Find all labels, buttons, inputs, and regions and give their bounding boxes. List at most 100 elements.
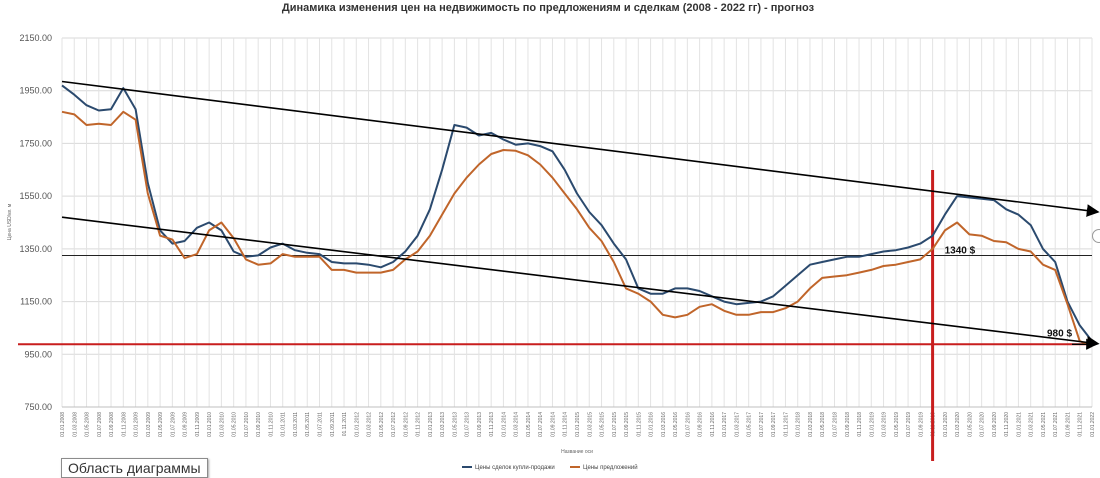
x-tick-label: 01.05.2021 [1041,412,1047,437]
annotation-980: 980 $ [1047,328,1072,339]
x-axis-title: Название оси [561,449,593,455]
x-tick-label: 01.11.2010 [268,412,274,437]
y-tick-label: 2150.00 [19,33,52,43]
trend-lines [61,80,1100,350]
x-tick-label: 01.11.2017 [783,412,789,437]
x-tick-label: 01.11.2011 [342,412,348,437]
x-tick-label: 01.07.2012 [391,412,397,437]
x-tick-label: 01.01.2018 [796,412,802,437]
x-tick-label: 01.09.2008 [109,412,115,437]
x-tick-label: 01.11.2020 [1004,412,1010,437]
x-tick-label: 01.03.2013 [440,412,446,437]
x-tick-label: 01.03.2012 [367,412,373,437]
x-tick-label: 01.05.2014 [526,412,532,437]
x-tick-label: 01.09.2021 [1065,412,1071,437]
x-tick-label: 01.05.2011 [305,412,311,437]
x-tick-label: 01.07.2009 [170,412,176,437]
x-tick-label: 01.03.2010 [219,412,225,437]
x-tick-label: 01.01.2021 [1016,412,1022,437]
x-tick-label: 01.07.2021 [1053,412,1059,437]
x-tick-label: 01.09.2014 [550,412,556,437]
x-tick-label: 01.07.2016 [685,412,691,437]
x-tick-label: 01.11.2013 [489,412,495,437]
x-tick-label: 01.05.2012 [379,412,385,437]
x-tick-label: 01.11.2009 [195,412,201,437]
x-tick-label: 01.01.2019 [869,412,875,437]
series-line-deals [61,84,1093,342]
x-tick-label: 01.11.2015 [636,412,642,437]
x-tick-label: 01.01.2016 [649,412,655,437]
x-tick-label: 01.09.2019 [918,412,924,437]
chart-title: Динамика изменения цен на недвижимость п… [282,2,815,14]
x-tick-label: 01.05.2013 [452,412,458,437]
x-tick-label: 01.01.2014 [501,412,507,437]
x-tick-label: 01.01.2010 [207,412,213,437]
x-tick-label: 01.07.2020 [980,412,986,437]
x-tick-label: 01.07.2019 [906,412,912,437]
x-tick-label: 01.07.2013 [465,412,471,437]
x-tick-label: 01.09.2020 [992,412,998,437]
trend-line-upper-trend [61,80,1100,217]
x-tick-label: 01.07.2010 [244,412,250,437]
x-tick-label: 01.09.2012 [403,412,409,437]
legend-label-offers: Цены предложений [583,464,638,471]
x-tick-label: 01.03.2016 [661,412,667,437]
x-tick-label: 01.01.2011 [281,412,287,437]
x-tick-label: 01.01.2022 [1090,412,1096,437]
x-tick-label: 01.07.2015 [612,412,618,437]
x-tick-label: 01.03.2008 [72,412,78,437]
x-tick-label: 01.05.2020 [967,412,973,437]
x-tick-label: 01.09.2018 [845,412,851,437]
x-tick-label: 01.01.2020 [943,412,949,437]
x-tick-label: 01.01.2008 [60,412,66,437]
x-tick-label: 01.07.2008 [97,412,103,437]
x-tick-label: 01.03.2017 [734,412,740,437]
y-axis: 2150.00 1950.00 1750.00 1550.00 1350.00 1150.… [19,33,52,412]
legend: Цены сделок купли-продажи Цены предложени… [462,464,638,471]
y-tick-label: 950.00 [24,349,52,359]
x-tick-label: 01.07.2011 [318,412,324,437]
x-tick-label: 01.03.2011 [293,412,299,437]
x-tick-label: 01.05.2010 [232,412,238,437]
x-tick-label: 01.05.2018 [820,412,826,437]
x-tick-label: 01.05.2009 [158,412,164,437]
x-tick-label: 01.01.2009 [134,412,140,437]
x-tick-label: 01.03.2020 [955,412,961,437]
x-tick-label: 01.01.2012 [354,412,360,437]
x-tick-label: 01.05.2016 [673,412,679,437]
x-tick-label: 01.11.2014 [563,412,569,437]
y-tick-label: 1550.00 [19,191,52,201]
x-tick-label: 01.07.2014 [538,412,544,437]
y-tick-label: 1950.00 [19,86,52,96]
y-tick-label: 1750.00 [19,138,52,148]
reference-lines: 1340 $ 980 $ [18,170,1092,461]
gridlines [61,37,1093,408]
x-tick-label: 01.05.2015 [600,412,606,437]
x-tick-label: 01.11.2021 [1078,412,1084,437]
x-tick-label: 01.11.2012 [416,412,422,437]
x-tick-label: 01.07.2017 [759,412,765,437]
x-tick-label: 01.09.2011 [330,412,336,437]
x-tick-label: 01.01.2015 [575,412,581,437]
x-tick-label: 01.01.2017 [722,412,728,437]
x-tick-label: 01.09.2010 [256,412,262,437]
x-tick-label: 01.03.2009 [146,412,152,437]
x-tick-label: 01.03.2019 [882,412,888,437]
trend-line-lower-trend [61,216,1100,349]
x-tick-label: 01.11.2016 [710,412,716,437]
x-tick-label: 01.03.2018 [808,412,814,437]
x-tick-label: 01.09.2009 [183,412,189,437]
y-tick-label: 750.00 [24,402,52,412]
x-tick-label: 01.11.2008 [121,412,127,437]
chart-area-tooltip: Область диаграммы [61,458,208,478]
x-tick-label: 01.09.2013 [477,412,483,437]
x-tick-label: 01.01.2013 [428,412,434,437]
y-tick-label: 1150.00 [20,297,52,307]
x-tick-label: 01.05.2008 [85,412,91,437]
annotation-1340: 1340 $ [945,245,976,256]
x-axis: 01.01.2008 01.03.2008 01.05.2008 01.07.2008… [60,412,1096,437]
x-tick-label: 01.07.2018 [833,412,839,437]
x-tick-label: 01.05.2017 [747,412,753,437]
resize-handle[interactable] [1092,229,1100,243]
